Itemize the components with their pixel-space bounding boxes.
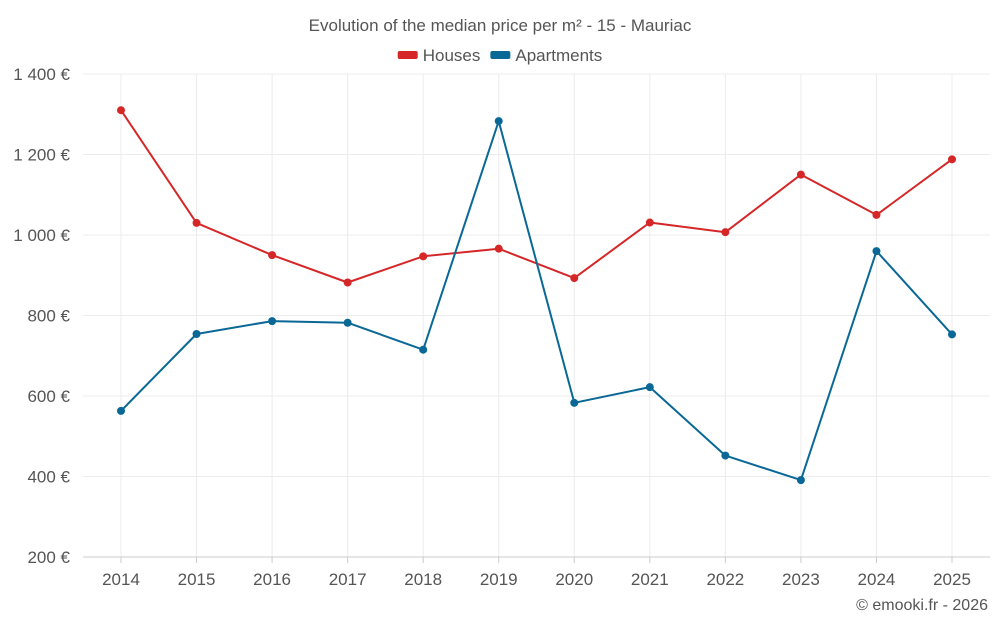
apartments-data-point[interactable] [117, 406, 125, 415]
apartments-data-point[interactable] [419, 345, 428, 354]
apartments-series-line [120, 120, 953, 482]
legend-swatch-apartments [490, 51, 511, 59]
y-tick-label: 1 000 € [13, 226, 70, 245]
y-tick-label: 1 200 € [13, 146, 70, 165]
apartments-data-point[interactable] [570, 398, 579, 407]
apartments-data-point[interactable] [721, 451, 730, 460]
x-tick-label: 2023 [782, 570, 820, 589]
apartments-data-point[interactable] [645, 383, 654, 392]
y-tick-label: 200 € [27, 548, 70, 567]
apartments-data-point[interactable] [343, 318, 352, 327]
chart-title: Evolution of the median price per m² - 1… [309, 16, 692, 35]
apartments-data-point[interactable] [948, 330, 956, 339]
apartments-data-point[interactable] [796, 476, 805, 485]
x-tick-label: 2018 [404, 570, 442, 589]
x-tick-label: 2024 [858, 570, 896, 589]
grid [83, 73, 990, 557]
houses-data-point[interactable] [570, 274, 579, 283]
houses-data-point[interactable] [494, 244, 503, 253]
legend-swatch-houses [397, 51, 418, 59]
series-layer [117, 106, 956, 485]
legend-item-apartments[interactable]: Apartments [490, 46, 602, 65]
y-tick-label: 1 400 € [13, 65, 70, 84]
copyright-text: © emooki.fr - 2026 [856, 597, 988, 614]
x-tick-label: 2017 [329, 570, 367, 589]
legend: Houses Apartments [397, 46, 602, 65]
houses-data-point[interactable] [192, 218, 201, 227]
x-tick-label: 2025 [933, 570, 971, 589]
houses-data-point[interactable] [268, 251, 277, 260]
houses-data-point[interactable] [948, 155, 956, 164]
legend-item-houses[interactable]: Houses [397, 46, 481, 65]
houses-data-point[interactable] [872, 210, 881, 219]
apartments-data-point[interactable] [494, 117, 503, 126]
houses-data-point[interactable] [721, 228, 730, 237]
x-tick-label: 2015 [178, 570, 216, 589]
houses-data-point[interactable] [419, 252, 428, 261]
houses-series-line [120, 109, 953, 284]
y-tick-label: 800 € [27, 307, 70, 326]
legend-label-houses: Houses [423, 46, 481, 65]
houses-data-point[interactable] [117, 106, 125, 115]
x-tick-label: 2021 [631, 570, 669, 589]
x-tick-label: 2020 [555, 570, 593, 589]
x-tick-label: 2014 [102, 570, 140, 589]
apartments-data-point[interactable] [268, 317, 277, 326]
axes: 200 € 400 € 600 € 800 € 1 000 € 1 200 € 1 400 … [13, 65, 990, 589]
x-tick-label: 2022 [706, 570, 744, 589]
x-tick-label: 2019 [480, 570, 518, 589]
y-tick-label: 400 € [27, 468, 70, 487]
apartments-data-point[interactable] [192, 330, 201, 339]
y-tick-label: 600 € [27, 387, 70, 406]
x-tick-label: 2016 [253, 570, 291, 589]
houses-data-point[interactable] [796, 170, 805, 179]
apartments-data-point[interactable] [872, 247, 881, 256]
houses-data-point[interactable] [343, 278, 352, 287]
houses-data-point[interactable] [645, 218, 654, 227]
legend-label-apartments: Apartments [515, 46, 602, 65]
